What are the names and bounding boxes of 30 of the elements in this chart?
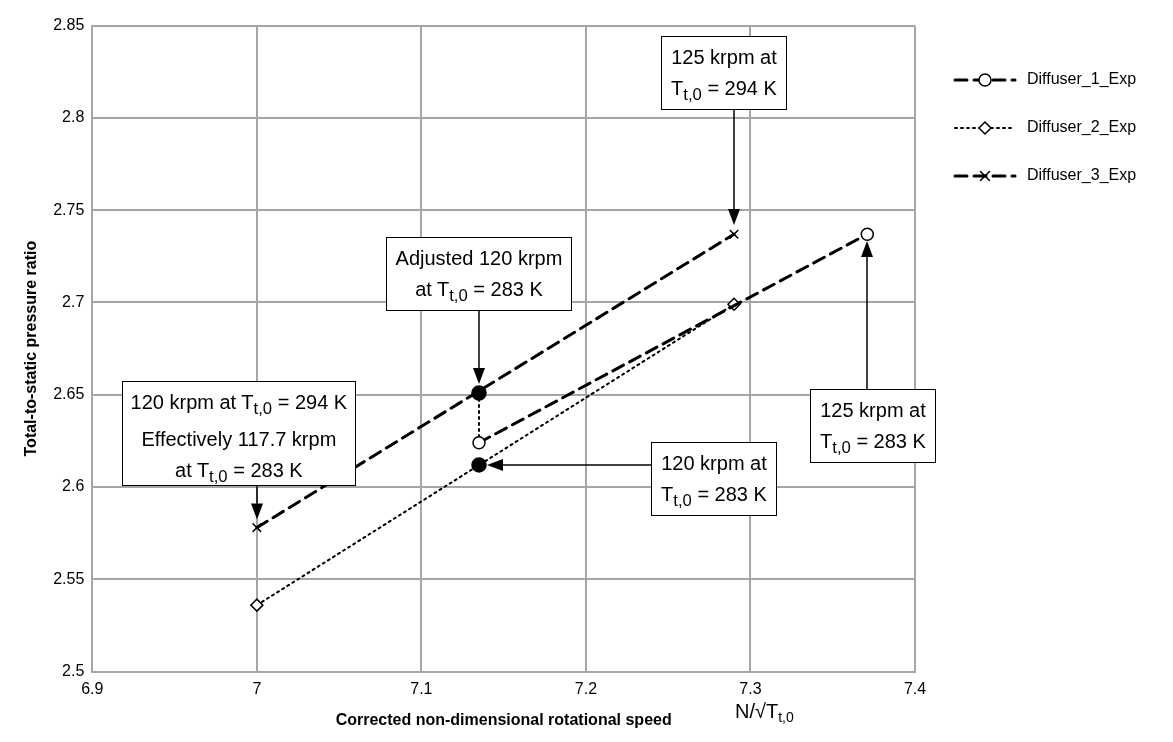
x-tick-label: 7.4 (903, 679, 927, 697)
y-tick-label: 2.85 (53, 16, 85, 34)
point (471, 457, 487, 473)
y-tick-label: 2.7 (62, 292, 85, 310)
y-tick-label: 2.5 (62, 662, 85, 680)
point (860, 227, 875, 241)
y-axis-title: Total-to-static pressure ratio (22, 240, 40, 457)
annotation: 125 krpm at T$_{t,0}$ = 283 K (819, 398, 927, 459)
x-tick-label: 7 (252, 679, 262, 697)
x-tick-label: 6.9 (81, 679, 104, 697)
y-tick-label: 2.8 (62, 108, 85, 126)
y-tick-label: 2.65 (53, 385, 85, 403)
annotation: 125 krpm at T$_{t,0}$ = 294 K (670, 45, 778, 106)
legend-label: Diffuser_1_Exp (1027, 70, 1137, 89)
point (250, 598, 264, 612)
x-axis-title: Corrected non-dimensional rotational speed (335, 710, 672, 728)
y-tick-label: 2.75 (53, 200, 85, 218)
annotation: 120 krpm at T$_{t,0}$ = 294 K Effectively 117.7 krpm at T$_{t,0}$ = 283 K (129, 390, 349, 489)
x-tick-label: 7.3 (739, 679, 762, 697)
legend-label: Diffuser_3_Exp (1027, 166, 1137, 185)
point (251, 522, 262, 533)
legend-label: Diffuser_2_Exp (1027, 118, 1137, 137)
x-tick-label: 7.2 (574, 679, 598, 697)
point (472, 435, 486, 450)
y-tick-label: 2.55 (53, 569, 85, 587)
annotation: Adjusted 120 krpm at T$_{t,0}$ = 283 K (394, 246, 564, 307)
annotation: 120 krpm at T$_{t,0}$ = 283 K (660, 451, 768, 512)
point (729, 229, 740, 240)
y-tick-label: 2.6 (62, 477, 85, 495)
x-tick-label: 7.1 (410, 679, 433, 697)
